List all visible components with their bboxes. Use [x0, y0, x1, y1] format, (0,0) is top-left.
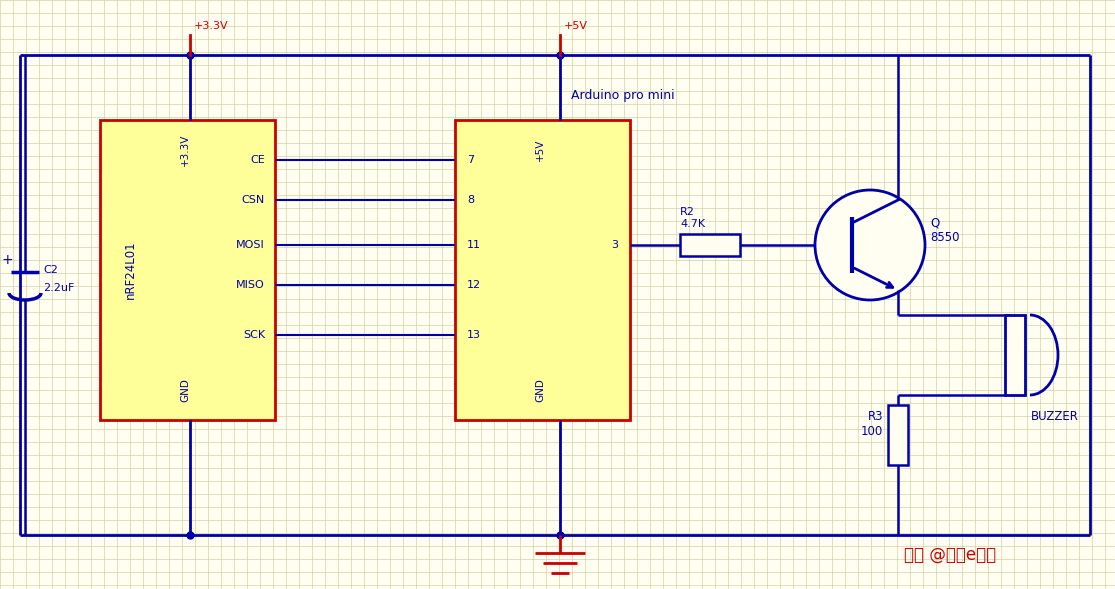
Text: 7: 7: [467, 155, 474, 165]
Text: Q
8550: Q 8550: [930, 216, 960, 244]
Circle shape: [815, 190, 925, 300]
Text: MISO: MISO: [236, 280, 265, 290]
Text: GND: GND: [180, 378, 190, 402]
Text: R3
100: R3 100: [861, 410, 883, 438]
Text: 2.2uF: 2.2uF: [43, 283, 75, 293]
Text: nRF24L01: nRF24L01: [124, 241, 136, 299]
Text: GND: GND: [535, 378, 545, 402]
Text: Arduino pro mini: Arduino pro mini: [571, 88, 675, 101]
Text: 3: 3: [611, 240, 618, 250]
Bar: [1005, 315, 1025, 395]
Text: 12: 12: [467, 280, 482, 290]
Text: BUZZER: BUZZER: [1031, 410, 1079, 423]
Text: 11: 11: [467, 240, 481, 250]
Text: 13: 13: [467, 330, 481, 340]
Text: MOSI: MOSI: [236, 240, 265, 250]
Text: +: +: [1, 253, 12, 267]
Text: +3.3V: +3.3V: [180, 134, 190, 166]
Text: R2
4.7K: R2 4.7K: [680, 207, 705, 229]
Bar: [100, 120, 275, 420]
Bar: [455, 120, 630, 420]
Text: C2: C2: [43, 265, 58, 275]
Bar: [888, 405, 908, 465]
Text: +5V: +5V: [564, 21, 588, 31]
Text: +5V: +5V: [535, 139, 545, 161]
Text: CE: CE: [250, 155, 265, 165]
Text: 8: 8: [467, 195, 474, 205]
Bar: [680, 234, 740, 256]
Text: 头条 @创客e工坊: 头条 @创客e工坊: [904, 546, 996, 564]
Text: SCK: SCK: [243, 330, 265, 340]
Text: +3.3V: +3.3V: [194, 21, 229, 31]
Text: CSN: CSN: [242, 195, 265, 205]
